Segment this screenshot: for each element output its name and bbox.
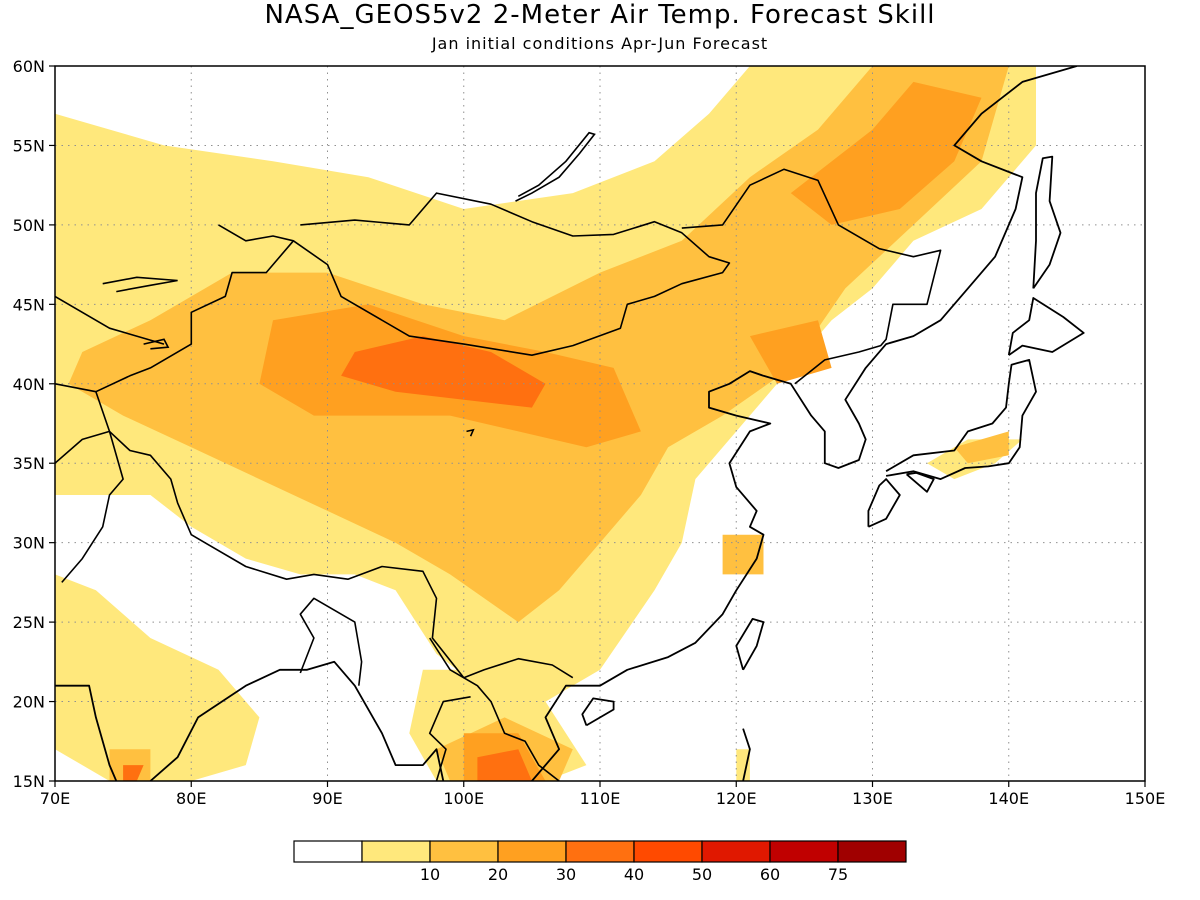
country-border <box>428 696 471 781</box>
lake-outline <box>102 276 178 293</box>
lat-tick-label: 30N <box>13 534 45 553</box>
coastline <box>906 471 935 493</box>
lat-tick-label: 50N <box>13 216 45 235</box>
lon-tick-label: 70E <box>40 789 70 808</box>
skill-region-40 <box>477 749 532 781</box>
lat-tick-label: 60N <box>13 57 45 76</box>
legend-swatch <box>701 840 771 863</box>
skill-region-30 <box>749 320 832 384</box>
skill-region-20 <box>68 66 1009 623</box>
legend-swatch <box>361 840 431 863</box>
country-border <box>681 168 942 385</box>
lat-tick-label: 15N <box>13 772 45 791</box>
coastline <box>735 618 765 671</box>
legend-label: 30 <box>556 865 576 884</box>
coastline <box>55 684 118 781</box>
country-border <box>292 192 731 357</box>
lake-outline <box>143 338 170 350</box>
geography-outlines <box>55 66 1085 781</box>
legend-label: 60 <box>760 865 780 884</box>
skill-region-10 <box>736 749 750 781</box>
coastline <box>742 728 751 781</box>
lat-tick-label: 45N <box>13 295 45 314</box>
skill-region-40 <box>341 336 546 408</box>
legend-label: 10 <box>420 865 440 884</box>
lat-tick-label: 35N <box>13 454 45 473</box>
lon-tick-label: 130E <box>852 789 893 808</box>
lon-tick-label: 90E <box>312 789 342 808</box>
country-border <box>55 295 165 345</box>
coastline <box>1007 297 1085 356</box>
legend-label: 50 <box>692 865 712 884</box>
legend-swatch <box>497 840 567 863</box>
axis-ticks: 70E 80E 90E 100E 110E 120E 130E 140E 150E 15N 20N 2… <box>13 57 1166 808</box>
legend-swatch <box>293 840 363 863</box>
lake-outline <box>466 428 475 437</box>
coastline <box>885 358 1037 481</box>
country-border <box>429 637 560 781</box>
map-title: NASA_GEOS5v2 2-Meter Air Temp. Forecast … <box>264 0 936 30</box>
skill-region-10 <box>55 574 260 781</box>
lat-tick-label: 40N <box>13 375 45 394</box>
lon-tick-label: 140E <box>988 789 1029 808</box>
legend-label: 75 <box>828 865 848 884</box>
legend-label: 40 <box>624 865 644 884</box>
map-subtitle: Jan initial conditions Apr-Jun Forecast <box>431 34 769 53</box>
country-border <box>55 430 124 583</box>
legend-swatch <box>565 840 635 863</box>
country-border <box>55 383 574 679</box>
coastline <box>1032 155 1062 289</box>
lat-tick-label: 20N <box>13 693 45 712</box>
legend-label: 20 <box>488 865 508 884</box>
legend-swatch <box>429 840 499 863</box>
legend-swatch <box>837 840 907 863</box>
legend-swatch <box>633 840 703 863</box>
gridlines <box>55 66 1145 781</box>
lake-outline <box>515 131 596 202</box>
country-border <box>95 224 295 393</box>
skill-region-40 <box>123 765 144 781</box>
coastline <box>581 697 615 727</box>
lon-tick-label: 100E <box>443 789 484 808</box>
coastline <box>867 478 901 528</box>
lat-tick-label: 55N <box>13 136 45 155</box>
lon-tick-label: 80E <box>176 789 206 808</box>
lon-tick-label: 150E <box>1125 789 1166 808</box>
lat-tick-label: 25N <box>13 613 45 632</box>
color-legend: 10 20 30 40 50 60 75 <box>293 840 907 884</box>
skill-region-20 <box>954 431 1009 464</box>
country-border <box>299 597 363 686</box>
lon-tick-label: 110E <box>580 789 621 808</box>
legend-swatch <box>769 840 839 863</box>
lon-tick-label: 120E <box>716 789 757 808</box>
coastline <box>531 66 1078 781</box>
coastline <box>149 660 445 781</box>
skill-region-30 <box>790 81 982 225</box>
